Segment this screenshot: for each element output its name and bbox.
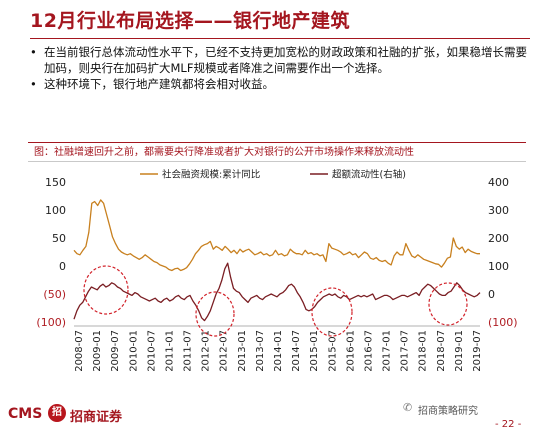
series-line-social-financing bbox=[73, 199, 480, 272]
y-left-tick-label: 50 bbox=[52, 232, 66, 245]
y-right-tick-label: 0 bbox=[488, 288, 495, 301]
chart-caption: 图：社融增速回升之前，都需要央行降准或者扩大对银行的公开市场操作来释放流动性 bbox=[28, 142, 526, 162]
y-right-tick-label: 200 bbox=[488, 232, 509, 245]
x-tick-label: 2008-07 bbox=[74, 330, 85, 372]
y-left-tick-label: 150 bbox=[45, 176, 66, 189]
x-tick-label: 2010-07 bbox=[146, 330, 157, 372]
title-divider bbox=[30, 38, 530, 39]
x-tick-label: 2019-07 bbox=[472, 330, 483, 372]
x-tick-label: 2012-07 bbox=[219, 330, 230, 372]
line-chart: 150 100 50 0 (50) (100) 400 300 200 100 0 (100) 2008… bbox=[36, 169, 518, 372]
x-tick-label: 2014-07 bbox=[291, 330, 302, 372]
x-tick-label: 2018-07 bbox=[436, 330, 447, 372]
x-tick-label: 2013-01 bbox=[237, 330, 248, 372]
y-right-tick-label: 400 bbox=[488, 176, 509, 189]
y-right-tick-label: 100 bbox=[488, 260, 509, 273]
x-tick-label: 2017-01 bbox=[382, 330, 393, 372]
page-number: - 22 - bbox=[495, 419, 522, 430]
legend-label: 社会融资规模:累计同比 bbox=[162, 169, 260, 181]
x-tick-label: 2011-07 bbox=[183, 330, 194, 372]
bullet-item: • 在当前银行总体流动性水平下，已经不支持更加宽松的财政政策和社融的扩张，如果稳… bbox=[30, 44, 530, 76]
highlight-ellipse bbox=[428, 282, 468, 326]
bullet-dot: • bbox=[30, 77, 37, 91]
x-tick-label: 2015-07 bbox=[327, 330, 338, 372]
bullet-text: 在当前银行总体流动性水平下，已经不支持更加宽松的财政政策和社融的扩张，如果稳增长… bbox=[44, 45, 527, 75]
x-tick-label: 2012-01 bbox=[201, 330, 212, 372]
x-tick-label: 2017-07 bbox=[400, 330, 411, 372]
wechat-icon: ✆ bbox=[403, 401, 413, 414]
x-tick-label: 2015-01 bbox=[309, 330, 320, 372]
x-tick-label: 2010-01 bbox=[128, 330, 139, 372]
y-right-tick-label: 300 bbox=[488, 204, 509, 217]
y-left-tick-label: (50) bbox=[43, 288, 66, 301]
bullet-text: 这种环境下，银行地产建筑都将会相对收益。 bbox=[44, 77, 274, 91]
x-tick-label: 2016-01 bbox=[345, 330, 356, 372]
highlight-ellipse bbox=[311, 287, 353, 337]
x-tick-label: 2018-01 bbox=[418, 330, 429, 372]
bullet-list: • 在当前银行总体流动性水平下，已经不支持更加宽松的财政政策和社融的扩张，如果稳… bbox=[30, 44, 530, 92]
x-tick-label: 2009-01 bbox=[92, 330, 103, 372]
highlight-ellipse bbox=[83, 265, 129, 315]
brand-name: 招商证券 bbox=[70, 410, 123, 425]
series-line-excess-liquidity bbox=[73, 262, 481, 322]
bullet-dot: • bbox=[30, 45, 37, 59]
y-right-tick-label: (100) bbox=[488, 316, 518, 329]
wechat-account: 招商策略研究 bbox=[418, 406, 478, 417]
bullet-item: • 这种环境下，银行地产建筑都将会相对收益。 bbox=[30, 76, 530, 92]
x-tick-label: 2014-01 bbox=[273, 330, 284, 372]
x-tick-label: 2009-07 bbox=[110, 330, 121, 372]
y-left-tick-label: (100) bbox=[36, 316, 66, 329]
legend-label: 超额流动性(右轴) bbox=[332, 169, 406, 181]
brand-badge-icon: 招 bbox=[48, 404, 66, 422]
page-title: 12月行业布局选择——银行地产建筑 bbox=[30, 10, 350, 32]
x-tick-label: 2013-07 bbox=[255, 330, 266, 372]
cms-logo: CMS bbox=[8, 406, 43, 422]
x-tick-label: 2016-07 bbox=[363, 330, 374, 372]
highlight-ellipse bbox=[195, 291, 235, 337]
y-left-tick-label: 0 bbox=[59, 260, 66, 273]
x-tick-label: 2019-01 bbox=[454, 330, 465, 372]
x-tick-label: 2011-01 bbox=[164, 330, 175, 372]
y-left-tick-label: 100 bbox=[45, 204, 66, 217]
